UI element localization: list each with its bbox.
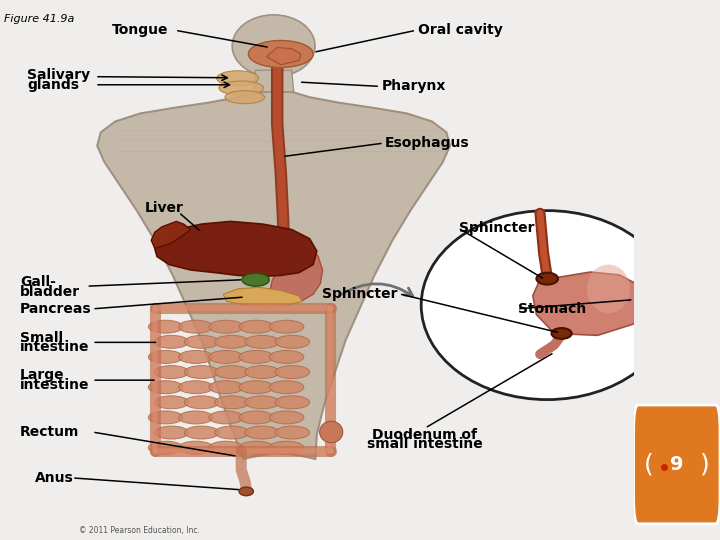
- Text: Esophagus: Esophagus: [385, 136, 470, 150]
- Ellipse shape: [215, 335, 249, 348]
- Text: 9: 9: [670, 455, 683, 474]
- Ellipse shape: [217, 71, 258, 86]
- Ellipse shape: [225, 91, 265, 104]
- Text: Figure 41.9a: Figure 41.9a: [4, 14, 74, 24]
- Ellipse shape: [275, 335, 310, 348]
- Ellipse shape: [148, 350, 183, 363]
- Text: © 2011 Pearson Education, Inc.: © 2011 Pearson Education, Inc.: [79, 525, 200, 535]
- Text: Sphincter: Sphincter: [322, 287, 397, 301]
- Text: Rectum: Rectum: [20, 425, 79, 439]
- Ellipse shape: [239, 320, 274, 333]
- Text: Gall-: Gall-: [20, 275, 56, 289]
- Ellipse shape: [536, 273, 558, 285]
- Text: Pancreas: Pancreas: [20, 302, 91, 316]
- Ellipse shape: [320, 421, 343, 443]
- Ellipse shape: [179, 350, 213, 363]
- Ellipse shape: [215, 396, 249, 409]
- Ellipse shape: [239, 350, 274, 363]
- Ellipse shape: [587, 265, 630, 313]
- Text: Sphincter: Sphincter: [459, 221, 535, 235]
- Circle shape: [421, 211, 673, 400]
- FancyBboxPatch shape: [634, 405, 720, 524]
- Text: glands: glands: [27, 78, 79, 92]
- Ellipse shape: [269, 411, 304, 424]
- Ellipse shape: [269, 350, 304, 363]
- Ellipse shape: [184, 335, 219, 348]
- Ellipse shape: [184, 426, 219, 439]
- Ellipse shape: [245, 396, 279, 409]
- Ellipse shape: [239, 441, 274, 454]
- Polygon shape: [155, 221, 317, 276]
- Polygon shape: [223, 287, 302, 307]
- Text: Anus: Anus: [35, 471, 73, 485]
- Ellipse shape: [154, 335, 189, 348]
- Ellipse shape: [232, 15, 315, 77]
- Ellipse shape: [209, 350, 243, 363]
- Ellipse shape: [219, 81, 264, 95]
- Polygon shape: [151, 221, 191, 248]
- Ellipse shape: [148, 381, 183, 394]
- Text: Pharynx: Pharynx: [382, 79, 446, 93]
- Ellipse shape: [148, 320, 183, 333]
- Ellipse shape: [275, 366, 310, 379]
- Ellipse shape: [245, 335, 279, 348]
- Polygon shape: [533, 272, 648, 335]
- Polygon shape: [97, 92, 450, 459]
- Ellipse shape: [148, 441, 183, 454]
- Ellipse shape: [275, 426, 310, 439]
- Ellipse shape: [215, 366, 249, 379]
- Ellipse shape: [209, 381, 243, 394]
- Ellipse shape: [209, 411, 243, 424]
- Ellipse shape: [242, 273, 269, 286]
- Ellipse shape: [148, 411, 183, 424]
- Text: Liver: Liver: [145, 201, 184, 215]
- Ellipse shape: [215, 426, 249, 439]
- Ellipse shape: [184, 366, 219, 379]
- Ellipse shape: [209, 441, 243, 454]
- Text: Large: Large: [20, 368, 65, 382]
- Text: small intestine: small intestine: [367, 437, 482, 451]
- Ellipse shape: [239, 487, 253, 496]
- Ellipse shape: [179, 320, 213, 333]
- Text: ): ): [700, 453, 709, 476]
- Ellipse shape: [248, 40, 313, 68]
- Ellipse shape: [239, 381, 274, 394]
- Ellipse shape: [245, 366, 279, 379]
- Text: Salivary: Salivary: [27, 68, 91, 82]
- Text: intestine: intestine: [20, 378, 90, 392]
- Ellipse shape: [179, 441, 213, 454]
- Ellipse shape: [269, 441, 304, 454]
- Polygon shape: [270, 240, 323, 302]
- Ellipse shape: [269, 381, 304, 394]
- Text: Oral cavity: Oral cavity: [418, 23, 503, 37]
- Ellipse shape: [269, 320, 304, 333]
- Ellipse shape: [154, 396, 189, 409]
- Ellipse shape: [275, 396, 310, 409]
- Text: Tongue: Tongue: [112, 23, 168, 37]
- Text: Duodenum of: Duodenum of: [372, 428, 477, 442]
- Ellipse shape: [209, 320, 243, 333]
- Text: bladder: bladder: [20, 285, 81, 299]
- Ellipse shape: [179, 411, 213, 424]
- Ellipse shape: [552, 328, 572, 339]
- Text: (: (: [644, 453, 654, 476]
- Polygon shape: [266, 48, 301, 65]
- Ellipse shape: [245, 426, 279, 439]
- Ellipse shape: [239, 411, 274, 424]
- Ellipse shape: [179, 381, 213, 394]
- Ellipse shape: [184, 396, 219, 409]
- Polygon shape: [253, 70, 294, 92]
- Text: intestine: intestine: [20, 340, 90, 354]
- Ellipse shape: [154, 426, 189, 439]
- Text: Small: Small: [20, 330, 63, 345]
- Text: Stomach: Stomach: [518, 302, 587, 316]
- Ellipse shape: [154, 366, 189, 379]
